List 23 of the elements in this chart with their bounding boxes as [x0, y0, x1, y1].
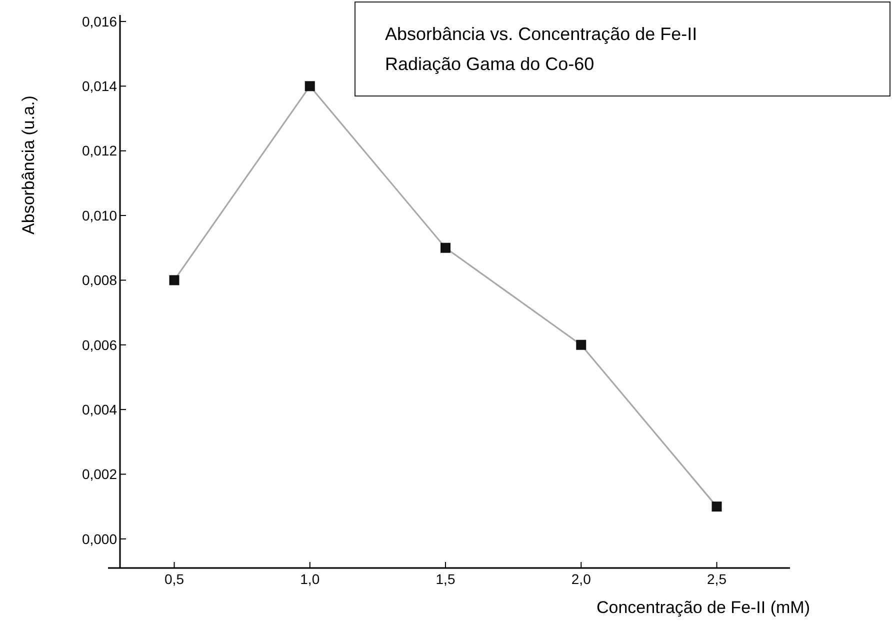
x-tick-label: 2,5: [707, 571, 727, 587]
y-tick-label: 0,000: [82, 530, 118, 547]
y-tick-label: 0,016: [82, 13, 118, 30]
point: [576, 340, 586, 350]
x-tick-label: 1,0: [300, 571, 320, 587]
y-tick-label: 0,002: [82, 466, 118, 482]
y-tick-label: 0,010: [82, 207, 118, 224]
y-tick-label: 0,014: [82, 78, 118, 94]
text: Radiação Gama do Co-60: [385, 54, 594, 74]
point: [304, 81, 315, 92]
y-tick-label: 0,008: [82, 272, 118, 288]
point: [712, 502, 722, 512]
text: Absorbância vs. Concentração de Fe-II: [385, 24, 698, 44]
point: [440, 242, 451, 253]
x-tick-label: 1,5: [436, 571, 456, 587]
y-tick-label: 0,004: [82, 401, 118, 418]
x-tick-label: 2,0: [571, 571, 592, 587]
point: [169, 275, 180, 286]
y-tick-label: 0,006: [82, 336, 118, 353]
y-tick-label: 0,012: [82, 142, 118, 159]
x-axis-title: Concentração de Fe-II (mM): [596, 598, 810, 617]
x-tick-label: 0,5: [164, 571, 184, 587]
y-axis-title: Absorbância (u.a.): [19, 96, 38, 234]
